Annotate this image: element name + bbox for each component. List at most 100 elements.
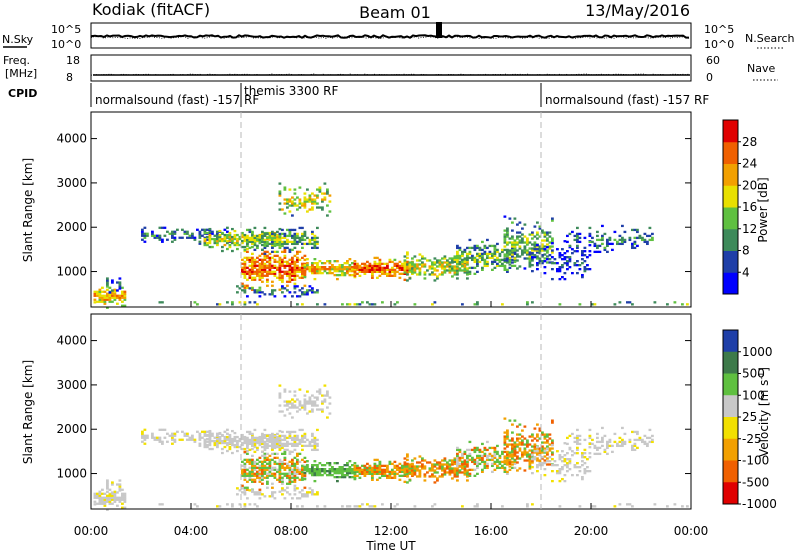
power-cell xyxy=(411,267,414,270)
velocity-cell xyxy=(271,436,274,440)
power-cell xyxy=(511,246,514,250)
power-cell xyxy=(276,250,279,254)
power-cell xyxy=(473,272,477,275)
power-cell xyxy=(331,271,334,275)
power-cell xyxy=(383,262,387,266)
power-cell xyxy=(403,267,407,270)
velocity-cell xyxy=(358,470,362,474)
velocity-cell xyxy=(541,451,544,454)
power-cell xyxy=(406,265,409,268)
power-cell xyxy=(601,234,604,238)
velocity-cell xyxy=(591,505,594,508)
velocity-cell xyxy=(306,470,309,473)
power-cell xyxy=(96,294,99,297)
velocity-cell xyxy=(518,437,522,440)
velocity-cell xyxy=(433,463,437,466)
velocity-cell xyxy=(288,430,292,434)
power-cell xyxy=(581,273,584,277)
velocity-cell xyxy=(513,466,517,470)
power-cell xyxy=(261,258,264,261)
power-cell xyxy=(596,244,599,248)
velocity-cell xyxy=(378,462,382,466)
velocity-cell xyxy=(641,438,644,442)
power-cell xyxy=(346,268,349,271)
velocity-cell xyxy=(243,439,247,443)
velocity-cell xyxy=(281,489,284,492)
velocity-cell xyxy=(511,443,514,446)
power-cell xyxy=(261,270,264,273)
power-cell xyxy=(116,294,119,297)
velocity-cell xyxy=(576,428,579,432)
power-cell xyxy=(401,272,404,275)
power-cell xyxy=(258,289,262,292)
power-cell xyxy=(293,234,297,238)
velocity-cell xyxy=(461,471,464,474)
power-cell xyxy=(266,272,269,275)
power-cell xyxy=(516,231,519,234)
velocity-cell xyxy=(258,468,262,471)
power-cell xyxy=(296,208,299,211)
velocity-cell xyxy=(476,503,479,506)
power-cell xyxy=(253,236,257,240)
power-cell xyxy=(466,254,469,258)
velocity-cell xyxy=(498,454,502,458)
velocity-cell xyxy=(263,436,267,440)
power-cell xyxy=(593,250,597,254)
velocity-cell xyxy=(526,445,529,448)
power-cell xyxy=(551,239,554,242)
velocity-cell xyxy=(356,468,359,472)
velocity-cell xyxy=(226,441,229,445)
power-cell xyxy=(413,269,417,272)
power-cell xyxy=(501,250,504,254)
y-tick-label: 2000 xyxy=(56,422,87,436)
velocity-cell xyxy=(518,447,522,450)
power-cell xyxy=(278,270,282,273)
y-tick-label: 4000 xyxy=(56,132,87,146)
power-cell xyxy=(493,254,497,258)
velocity-cell xyxy=(483,446,487,450)
power-cell xyxy=(111,292,114,295)
velocity-cell xyxy=(283,452,287,456)
power-cell xyxy=(533,256,537,259)
power-cell xyxy=(288,240,292,244)
power-cell xyxy=(323,182,327,185)
power-cell xyxy=(486,264,489,268)
velocity-cell xyxy=(458,469,462,472)
power-cell xyxy=(416,273,419,276)
velocity-cell xyxy=(473,458,477,462)
power-cell xyxy=(243,284,247,287)
velocity-cell xyxy=(473,462,477,466)
velocity-cell xyxy=(281,482,284,485)
power-cell xyxy=(158,238,162,241)
velocity-cell xyxy=(371,472,374,475)
velocity-cell xyxy=(551,419,554,422)
power-cell xyxy=(526,241,529,244)
velocity-cell xyxy=(336,462,339,465)
velocity-cell xyxy=(161,503,164,506)
velocity-cell xyxy=(328,402,332,405)
power-cell xyxy=(473,244,477,248)
power-cell xyxy=(296,295,299,298)
power-cell xyxy=(648,238,652,242)
velocity-cell xyxy=(563,458,567,461)
velocity-cell xyxy=(191,436,194,439)
velocity-cell xyxy=(583,471,587,475)
power-cell xyxy=(231,239,234,243)
power-cell xyxy=(551,219,554,222)
power-cell xyxy=(241,262,244,265)
power-cell xyxy=(556,262,559,265)
velocity-cell xyxy=(286,474,289,477)
velocity-cell xyxy=(558,505,562,508)
velocity-cell xyxy=(288,474,292,477)
velocity-cell xyxy=(271,440,274,444)
power-cell xyxy=(248,268,252,271)
velocity-cell xyxy=(366,470,369,474)
power-cell xyxy=(463,265,467,268)
power-cell xyxy=(266,254,269,257)
power-cell xyxy=(316,240,319,244)
velocity-cell xyxy=(548,463,552,466)
velocity-cell xyxy=(253,491,257,494)
velocity-cell xyxy=(343,473,347,477)
velocity-cell xyxy=(318,471,322,475)
power-cell xyxy=(511,255,514,258)
